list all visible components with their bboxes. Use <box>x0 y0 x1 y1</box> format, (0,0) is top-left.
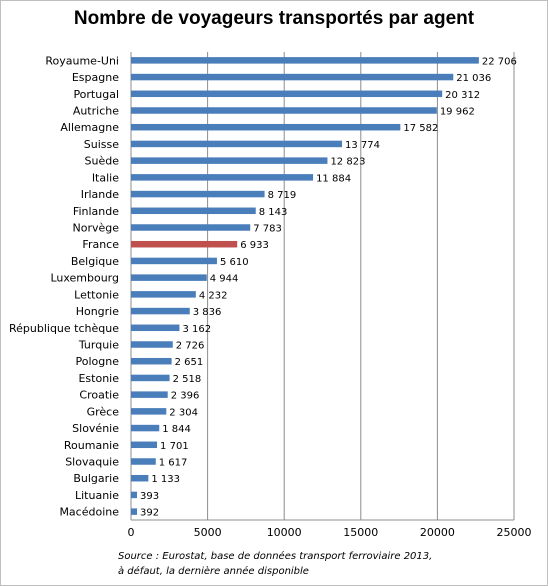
bar <box>131 224 251 231</box>
data-label: 19 962 <box>440 107 475 118</box>
bar <box>131 508 138 515</box>
category-label: Allemagne <box>60 121 119 134</box>
data-label: 7 783 <box>253 224 282 235</box>
category-label: Slovaquie <box>65 456 119 469</box>
data-label: 20 312 <box>445 90 480 101</box>
category-label: Roumanie <box>64 439 119 452</box>
category-label: Portugal <box>73 88 119 101</box>
category-label: Slovénie <box>72 422 119 435</box>
bar <box>131 123 401 131</box>
data-label: 4 944 <box>210 274 239 285</box>
x-tick-label: 10000 <box>267 526 302 539</box>
category-label: Norvège <box>72 222 119 235</box>
category-label: Irlande <box>81 188 120 201</box>
category-label: France <box>82 238 119 251</box>
category-label: Belgique <box>71 255 119 268</box>
source-line-1: Source : Eurostat, base de données trans… <box>118 551 433 562</box>
bar <box>131 491 138 499</box>
data-label: 4 232 <box>199 290 228 301</box>
chart-title: Nombre de voyageurs transportés par agen… <box>73 8 475 29</box>
bar <box>131 207 256 215</box>
bar <box>131 73 454 81</box>
bar <box>131 391 168 398</box>
data-label: 5 610 <box>220 257 249 268</box>
category-label: Bulgarie <box>73 472 119 485</box>
bar <box>131 441 158 449</box>
bar <box>131 90 443 98</box>
data-label: 8 143 <box>259 207 288 218</box>
bar <box>131 341 173 348</box>
source-line-2: à défaut, la dernière année disponible <box>118 566 309 577</box>
category-label: Grèce <box>87 405 120 418</box>
bar <box>131 374 170 382</box>
x-tick-label: 25000 <box>497 526 532 539</box>
bar <box>131 357 172 365</box>
data-label: 392 <box>140 508 159 519</box>
data-label: 13 774 <box>345 140 380 151</box>
data-label: 1 133 <box>151 474 180 485</box>
bar <box>131 291 196 298</box>
x-tick-label: 0 <box>128 526 135 539</box>
bar <box>131 274 207 281</box>
category-label: Autriche <box>73 105 119 118</box>
category-label: Finlande <box>73 205 119 218</box>
bar <box>131 458 156 465</box>
x-tick-label: 5000 <box>194 526 222 539</box>
data-label: 2 651 <box>175 357 204 368</box>
data-label: 1 844 <box>162 424 191 435</box>
data-label: 393 <box>140 491 159 502</box>
category-label: Italie <box>92 171 119 184</box>
category-label: Suisse <box>84 138 119 151</box>
category-label: Macédoine <box>59 506 119 519</box>
data-label: 22 706 <box>482 56 517 67</box>
category-label: Estonie <box>78 372 119 385</box>
data-label: 3 162 <box>182 324 211 335</box>
bar <box>131 307 190 315</box>
category-label: Lituanie <box>75 489 119 502</box>
data-label: 17 582 <box>403 123 438 134</box>
data-label: 2 304 <box>169 407 198 418</box>
data-label: 2 518 <box>173 374 202 385</box>
x-tick-label: 15000 <box>343 526 378 539</box>
category-label: Espagne <box>72 71 119 84</box>
bar <box>131 57 479 64</box>
category-label: République tchèque <box>9 322 119 335</box>
data-label: 2 396 <box>171 391 200 402</box>
bar <box>131 324 180 332</box>
source-note: Source : Eurostat, base de données trans… <box>118 549 538 579</box>
bar <box>131 174 314 181</box>
data-label: 12 823 <box>330 157 365 168</box>
bar <box>131 474 149 482</box>
data-label: 8 719 <box>268 190 297 201</box>
data-label: 6 933 <box>240 240 269 251</box>
bar <box>131 157 328 164</box>
category-label: Suède <box>85 155 120 168</box>
data-label: 2 726 <box>176 341 205 352</box>
data-label: 11 884 <box>316 173 351 184</box>
data-label: 3 836 <box>193 307 222 318</box>
bar <box>131 190 265 198</box>
bar <box>131 107 437 114</box>
category-label: Croatie <box>79 389 119 402</box>
x-tick-label: 20000 <box>420 526 455 539</box>
bar <box>131 424 160 432</box>
data-label: 1 701 <box>160 441 189 452</box>
data-label: 21 036 <box>456 73 491 84</box>
category-label: Luxembourg <box>50 272 119 285</box>
category-label: Royaume-Uni <box>45 54 119 67</box>
data-label: 1 617 <box>159 458 188 469</box>
category-label: Lettonie <box>74 288 119 301</box>
bar <box>131 257 217 265</box>
category-label: Hongrie <box>76 305 120 318</box>
category-label: Turquie <box>78 339 119 352</box>
bar <box>131 240 238 248</box>
category-label: Pologne <box>76 355 120 368</box>
bar <box>131 140 343 148</box>
bar <box>131 408 167 415</box>
